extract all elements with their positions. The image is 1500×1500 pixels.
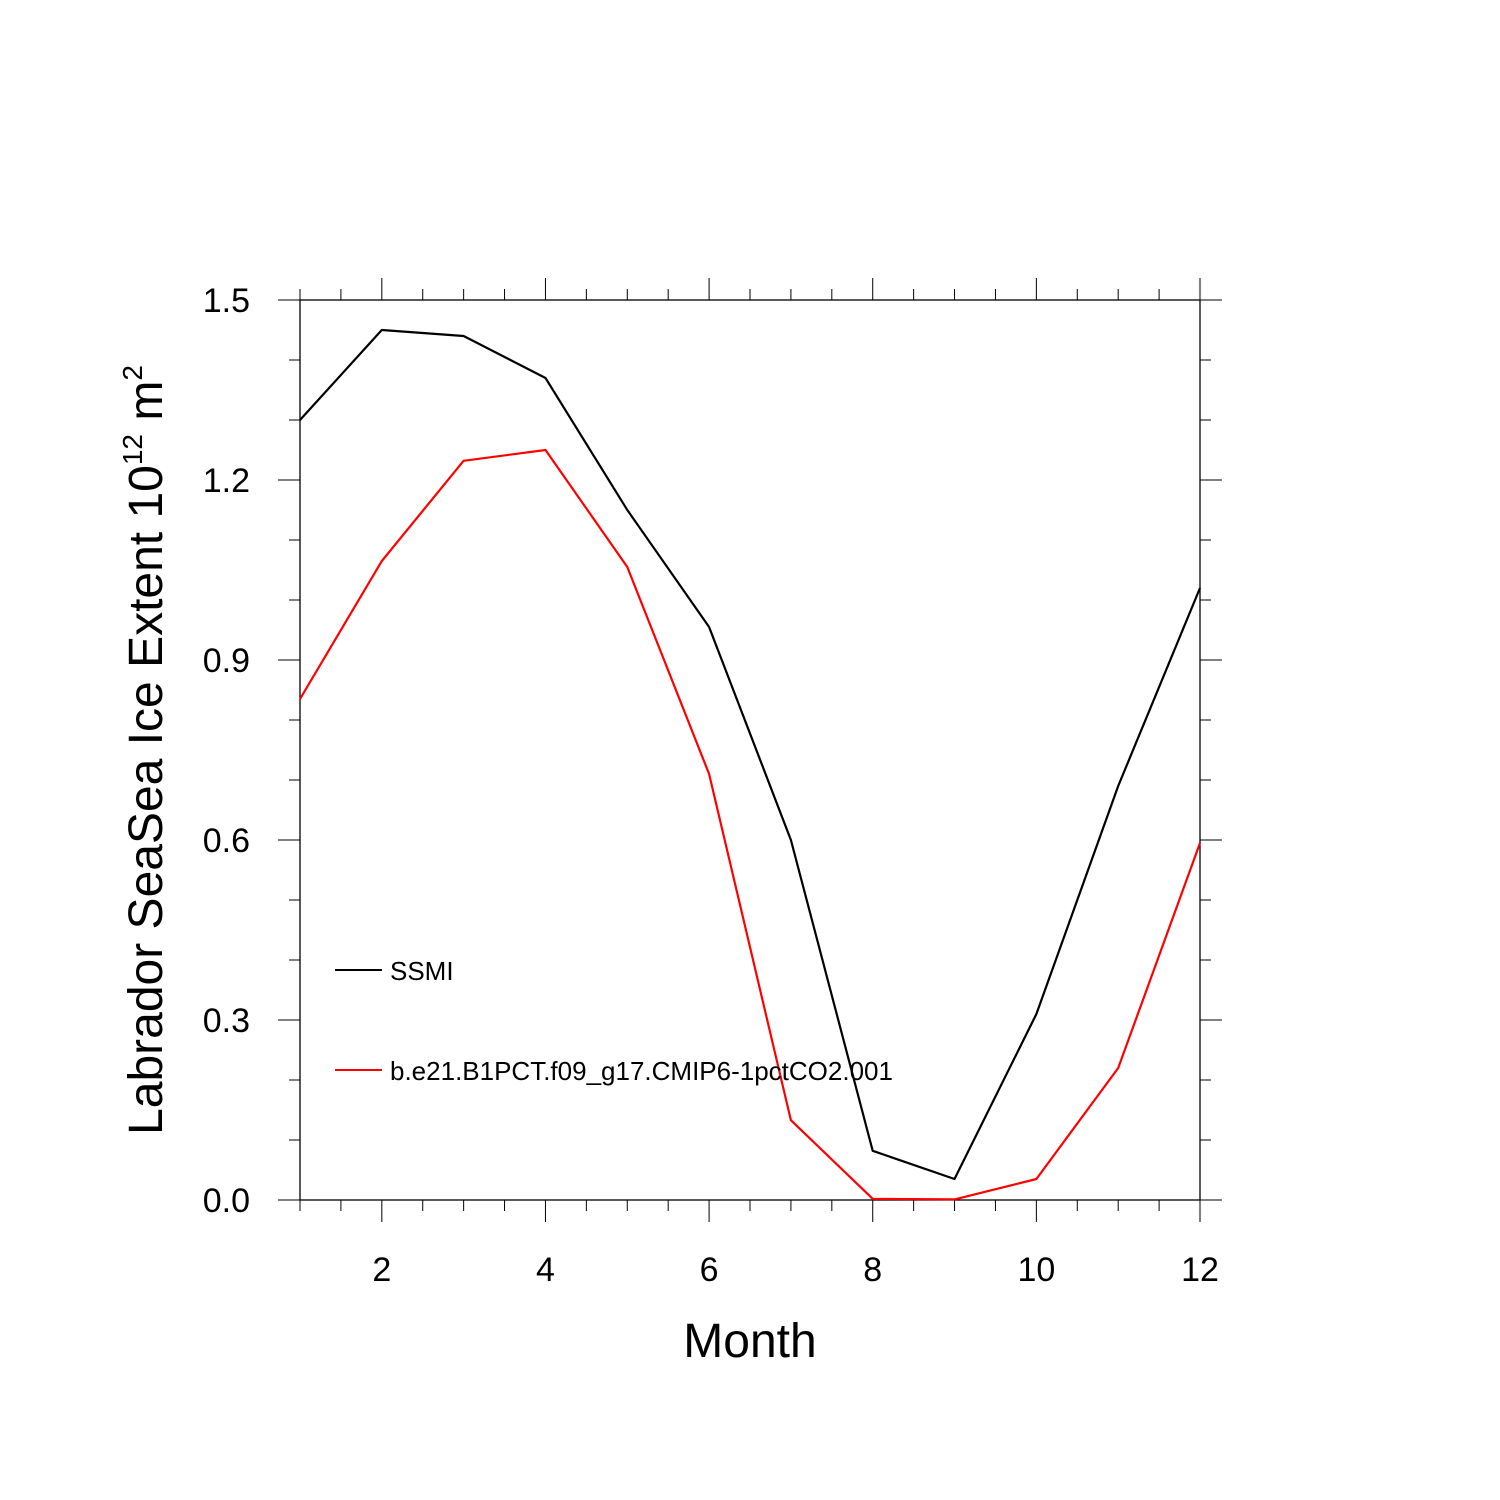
x-axis-title: Month: [683, 1315, 816, 1368]
series-line-ssmi: [299, 328, 1202, 1181]
y-tick-label: 0.9: [203, 642, 250, 680]
legend-label-model: b.e21.B1PCT.f09_g17.CMIP6-1pctCO2.001: [390, 1056, 893, 1086]
y-tick-label: 1.5: [203, 282, 250, 320]
x-tick-label: 10: [1017, 1251, 1055, 1289]
tick-marks: [278, 278, 1222, 1222]
y-tick-label: 1.2: [203, 462, 250, 500]
series-layer: [299, 328, 1202, 1201]
y-axis-title-unit-exponent: 2: [117, 365, 148, 381]
x-tick-label: 2: [372, 1251, 391, 1289]
legend: SSMI b.e21.B1PCT.f09_g17.CMIP6-1pctCO2.0…: [335, 956, 893, 1086]
y-axis-title: Labrador SeaSea Ice Extent 1012 m2: [117, 365, 173, 1135]
legend-label-ssmi: SSMI: [390, 956, 454, 986]
y-tick-label: 0.6: [203, 822, 250, 860]
series-line-model: [299, 448, 1202, 1201]
y-axis-title-exponent: 12: [117, 434, 148, 465]
y-axis-title-unit: m: [120, 381, 173, 434]
y-axis-title-main: Labrador SeaSea Ice Extent 10: [120, 465, 173, 1135]
y-tick-label: 0.3: [203, 1002, 250, 1040]
x-tick-label: 4: [536, 1251, 555, 1289]
x-tick-label: 12: [1181, 1251, 1219, 1289]
x-tick-label: 8: [863, 1251, 882, 1289]
y-tick-label: 0.0: [203, 1182, 250, 1220]
x-tick-label: 6: [700, 1251, 719, 1289]
tick-labels: 2 4 6 8 10 12 0.0 0.3 0.6 0.9 1.2 1.5: [203, 282, 1219, 1289]
